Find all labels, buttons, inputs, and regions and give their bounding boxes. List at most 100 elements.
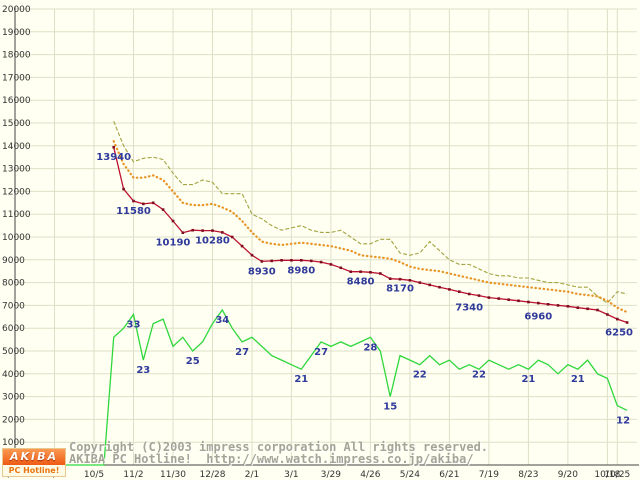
price-point-marker: [280, 259, 283, 262]
price-point-marker: [467, 292, 471, 296]
count-label: 15: [383, 402, 397, 413]
count-label: 21: [294, 374, 308, 385]
shop-count-line: [15, 308, 628, 466]
y-axis-label: 8000: [2, 279, 25, 289]
x-axis-label: 4/26: [360, 470, 380, 480]
price-point-marker: [329, 263, 333, 266]
highest-price-line: [113, 120, 628, 304]
price-point-marker: [369, 271, 372, 274]
y-axis-label: 4000: [2, 370, 25, 380]
y-axis-label: 20000: [2, 5, 31, 15]
count-label: 12: [616, 415, 630, 426]
price-point-marker: [181, 231, 185, 234]
y-axis-label: 9000: [2, 256, 25, 266]
price-point-marker: [596, 308, 599, 312]
price-point-marker: [112, 145, 115, 149]
price-point-marker: [309, 259, 313, 263]
price-point-marker: [448, 288, 451, 291]
price-point-marker: [428, 283, 431, 287]
price-point-marker: [497, 297, 501, 300]
price-point-marker: [438, 285, 441, 289]
y-axis-label: 3000: [2, 393, 25, 403]
count-label: 23: [136, 365, 150, 376]
count-label: 25: [186, 356, 200, 367]
y-axis-label: 6000: [2, 324, 25, 334]
count-label: 34: [215, 315, 229, 326]
price-label: 6250: [605, 328, 633, 339]
price-point-marker: [260, 260, 264, 263]
price-point-marker: [388, 277, 392, 280]
price-point-marker: [616, 317, 619, 321]
count-label: 21: [521, 374, 535, 385]
y-axis-label: 10000: [2, 233, 31, 243]
price-label: 13940: [96, 152, 131, 163]
y-axis-label: 14000: [2, 142, 31, 152]
price-point-marker: [527, 300, 530, 304]
price-point-marker: [250, 253, 254, 257]
x-axis-label: 10/5: [84, 470, 104, 480]
x-axis-label: 11/30: [160, 470, 186, 480]
price-point-marker: [161, 208, 165, 211]
price-point-marker: [201, 229, 204, 232]
price-point-marker: [418, 281, 422, 284]
price-label: 10280: [195, 236, 230, 247]
price-point-marker: [566, 305, 570, 308]
price-point-marker: [300, 259, 303, 262]
price-point-marker: [517, 299, 520, 303]
price-label: 10190: [156, 238, 191, 249]
price-point-marker: [537, 301, 540, 305]
x-axis-label: 3/1: [284, 470, 298, 480]
count-label: 22: [413, 370, 427, 381]
price-point-marker: [359, 270, 362, 273]
price-point-marker: [270, 259, 273, 263]
x-axis-label: 5/24: [400, 470, 420, 480]
y-axis-label: 17000: [2, 73, 31, 83]
count-label: 28: [363, 342, 377, 353]
count-label: 21: [571, 374, 585, 385]
price-point-marker: [398, 277, 402, 281]
price-point-marker: [319, 260, 323, 264]
y-axis-label: 12000: [2, 187, 31, 197]
akiba-logo: AKIBA PC Hotline!: [2, 448, 66, 477]
x-axis-label: 9/20: [558, 470, 578, 480]
y-axis-label: 15000: [2, 119, 31, 129]
price-point-marker: [349, 270, 352, 273]
price-point-marker: [142, 202, 145, 206]
price-point-marker: [458, 290, 461, 293]
copyright-text: Copyright (C)2003 impress corporation Al…: [69, 440, 489, 454]
y-axis-label: 11000: [2, 210, 31, 220]
price-point-marker: [191, 228, 194, 232]
price-point-marker: [408, 279, 412, 282]
price-point-marker: [171, 219, 175, 223]
price-label: 8980: [287, 265, 315, 276]
x-axis-label: 3/29: [321, 470, 341, 480]
price-point-marker: [546, 303, 550, 306]
count-label: 27: [314, 347, 328, 358]
y-axis-label: 16000: [2, 96, 31, 106]
price-point-marker: [487, 296, 491, 299]
price-point-marker: [556, 304, 560, 307]
y-axis-label: 19000: [2, 28, 31, 38]
x-axis-label: 7/19: [479, 470, 499, 480]
price-label: 8930: [248, 266, 276, 277]
price-point-marker: [230, 235, 234, 239]
y-axis-label: 13000: [2, 165, 31, 175]
price-point-marker: [122, 187, 125, 191]
count-label: 33: [127, 320, 141, 331]
x-axis-label: 12/28: [200, 470, 226, 480]
x-axis-label: 10/18: [594, 470, 620, 480]
price-label: 7340: [455, 303, 483, 314]
y-axis-label: 5000: [2, 347, 25, 357]
y-axis-label: 7000: [2, 301, 25, 311]
count-label: 22: [472, 370, 486, 381]
y-axis-label: 1000: [2, 438, 25, 448]
x-axis-label: 2/1: [245, 470, 259, 480]
price-point-marker: [132, 199, 135, 203]
price-label: 8480: [347, 277, 375, 288]
average-price-line: [112, 140, 629, 314]
price-point-marker: [211, 229, 214, 232]
price-point-marker: [477, 294, 481, 297]
site-url-text: AKIBA PC Hotline! http://www.watch.impre…: [69, 452, 474, 466]
